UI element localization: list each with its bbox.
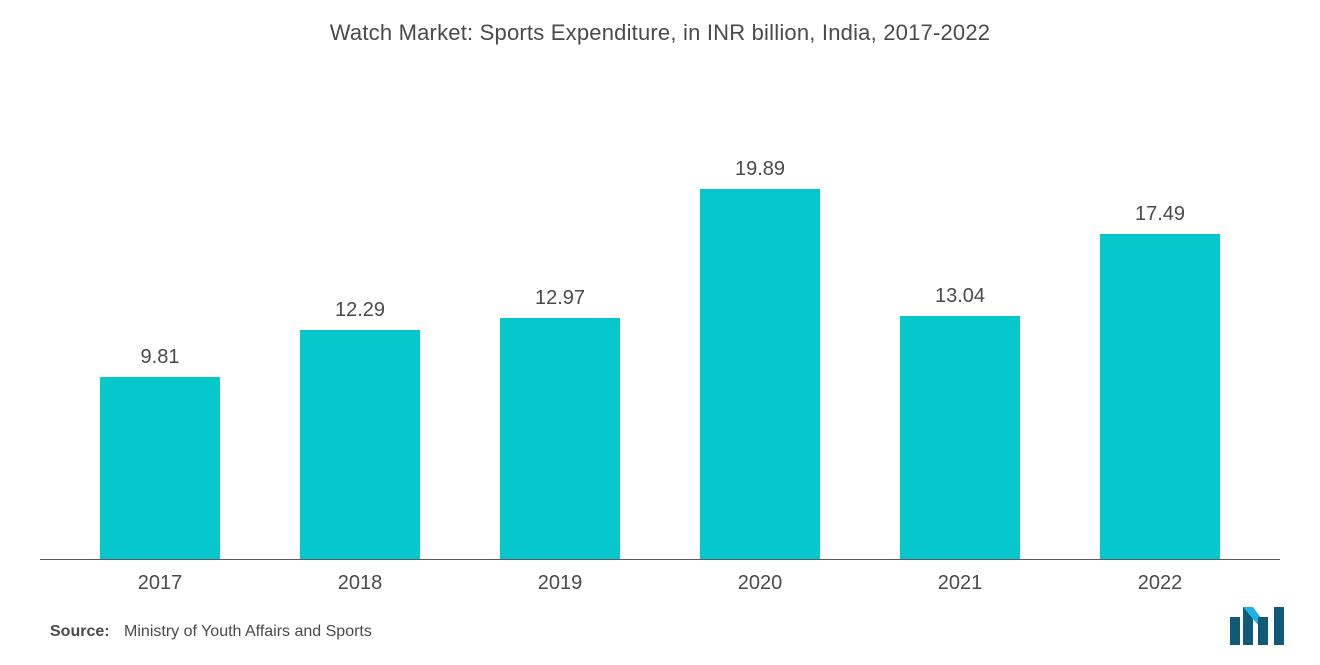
bar [900, 316, 1020, 559]
chart-x-axis: 2017 2018 2019 2020 2021 2022 [40, 560, 1280, 595]
x-axis-tick: 2017 [90, 572, 230, 595]
source-text: Ministry of Youth Affairs and Sports [124, 623, 372, 640]
chart-title: Watch Market: Sports Expenditure, in INR… [40, 20, 1280, 46]
x-axis-tick: 2022 [1090, 572, 1230, 595]
bar-value-label: 12.97 [535, 287, 585, 310]
bar-value-label: 13.04 [935, 285, 985, 308]
chart-plot-area: 9.81 12.29 12.97 19.89 13.04 17.49 [40, 96, 1280, 560]
bar [1100, 234, 1220, 559]
bar-group: 12.97 [490, 96, 630, 559]
bar [700, 189, 820, 559]
bar-value-label: 12.29 [335, 299, 385, 322]
bar-group: 13.04 [890, 96, 1030, 559]
bar-group: 19.89 [690, 96, 830, 559]
mordor-logo [1230, 607, 1284, 645]
x-axis-tick: 2021 [890, 572, 1030, 595]
x-axis-tick: 2020 [690, 572, 830, 595]
x-axis-tick: 2018 [290, 572, 430, 595]
bar [100, 377, 220, 559]
bar-value-label: 17.49 [1135, 203, 1185, 226]
x-axis-tick: 2019 [490, 572, 630, 595]
bar-group: 9.81 [90, 96, 230, 559]
bar-value-label: 9.81 [141, 346, 180, 369]
bar [300, 330, 420, 559]
bar-group: 12.29 [290, 96, 430, 559]
bar-value-label: 19.89 [735, 158, 785, 181]
chart-container: Watch Market: Sports Expenditure, in INR… [40, 20, 1280, 595]
bar-group: 17.49 [1090, 96, 1230, 559]
source-attribution: Source: Ministry of Youth Affairs and Sp… [50, 623, 372, 641]
bar [500, 318, 620, 559]
source-label: Source: [50, 623, 110, 640]
